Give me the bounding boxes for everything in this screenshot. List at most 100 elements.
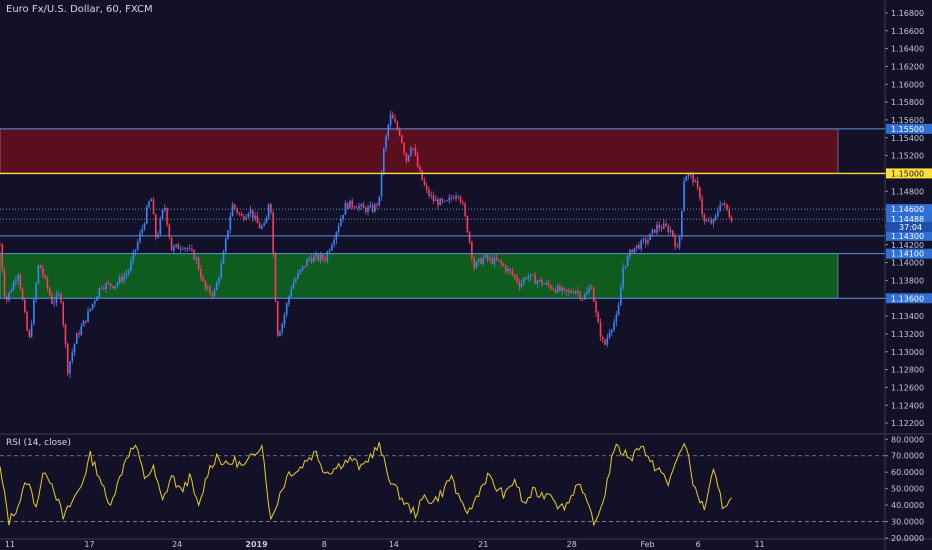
- candle-body: [495, 257, 498, 261]
- candle-body: [597, 312, 600, 323]
- candle-body: [340, 218, 342, 227]
- candle-body: [202, 278, 204, 281]
- candle-body: [243, 216, 245, 220]
- candle-body: [674, 235, 676, 247]
- candle-body: [168, 224, 171, 238]
- price-tick-label: 1.14800: [891, 187, 924, 196]
- candle-body: [599, 322, 602, 338]
- candle-body: [249, 210, 252, 214]
- candle-body: [197, 257, 200, 270]
- candle-body: [317, 254, 320, 261]
- candle-body: [498, 260, 500, 262]
- candle-body: [678, 236, 681, 248]
- candle-body: [642, 239, 645, 241]
- levels-layer: [0, 128, 885, 299]
- candle-body: [231, 204, 234, 217]
- candle-body: [44, 275, 46, 278]
- candle-body: [46, 277, 49, 289]
- candle-body: [658, 224, 661, 229]
- candle-body: [159, 219, 162, 235]
- candle-body: [15, 280, 17, 283]
- candle-body: [723, 203, 726, 205]
- candle-body: [182, 248, 184, 250]
- candle-body: [653, 229, 656, 233]
- candle-body: [434, 199, 437, 201]
- candle-body: [511, 271, 514, 275]
- price-tick-label: 1.16200: [891, 62, 924, 71]
- candle-body: [491, 257, 493, 264]
- price-tick-label: 1.13200: [891, 330, 924, 339]
- candle-body: [57, 293, 60, 295]
- candle-body: [443, 201, 446, 202]
- candle-body: [360, 204, 363, 207]
- candle-body: [644, 239, 647, 244]
- time-tick-label: Feb: [640, 540, 654, 549]
- candle-body: [272, 212, 274, 254]
- candle-body: [586, 291, 588, 295]
- candle-body: [543, 283, 545, 285]
- candle-body: [240, 213, 243, 217]
- price-level-label-bg: [886, 293, 932, 304]
- candle-body: [134, 249, 137, 253]
- price-level-label-bg: [886, 204, 932, 215]
- candle-body: [428, 189, 430, 196]
- candle-body: [581, 298, 584, 300]
- candle-body: [322, 254, 324, 259]
- candle-body: [656, 224, 658, 233]
- price-tick-label: 1.13000: [891, 348, 924, 357]
- candle-body: [486, 255, 489, 260]
- candle-body: [457, 196, 460, 197]
- candle-body: [489, 257, 491, 260]
- candle-body: [615, 314, 618, 323]
- price-tick-label: 1.15400: [891, 134, 924, 143]
- candle-body: [281, 323, 284, 332]
- price-tick-label: 1.16800: [891, 9, 924, 18]
- candle-body: [717, 210, 719, 216]
- candle-body: [572, 292, 575, 294]
- candle-body: [414, 147, 417, 155]
- candle-body: [520, 283, 523, 287]
- candle-body: [310, 258, 313, 263]
- candle-body: [213, 290, 216, 296]
- candle-body: [617, 305, 620, 315]
- candle-body: [699, 187, 701, 199]
- price-tick-label: 1.12800: [891, 366, 924, 375]
- candle-body: [541, 279, 543, 285]
- candle-body: [263, 223, 265, 226]
- candle-body: [516, 276, 518, 283]
- candle-body: [103, 288, 105, 289]
- price-level-label-bg: [886, 248, 932, 259]
- candle-body: [355, 207, 358, 209]
- candle-body: [710, 220, 712, 224]
- rsi-tick-label: 60.0000: [891, 468, 924, 477]
- price-level-label: 1.14488: [891, 215, 924, 224]
- candle-body: [441, 198, 444, 202]
- candle-body: [633, 247, 636, 253]
- candle-body: [98, 287, 101, 297]
- candle-body: [121, 276, 123, 281]
- candle-body: [267, 203, 270, 219]
- candle-body: [380, 173, 383, 197]
- candle-body: [416, 154, 419, 168]
- candle-body: [545, 282, 548, 284]
- candle-body: [667, 226, 670, 233]
- price-level-label: 1.14100: [891, 250, 924, 259]
- candle-body: [473, 258, 475, 269]
- candle-body: [419, 167, 421, 171]
- candle-body: [62, 302, 65, 325]
- candle-body: [33, 299, 35, 325]
- rsi-tick-label: 70.0000: [891, 452, 924, 461]
- candle-body: [683, 181, 685, 211]
- candle-body: [328, 250, 331, 252]
- time-tick-label: 21: [478, 540, 488, 549]
- candle-body: [407, 155, 410, 162]
- countdown-label: 37:04: [899, 223, 922, 232]
- time-tick-label: 2019: [245, 540, 268, 549]
- candle-body: [193, 250, 195, 260]
- candle-body: [270, 203, 272, 213]
- candle-body: [166, 208, 168, 225]
- candle-body: [613, 322, 615, 330]
- price-tick-label: 1.13400: [891, 312, 924, 321]
